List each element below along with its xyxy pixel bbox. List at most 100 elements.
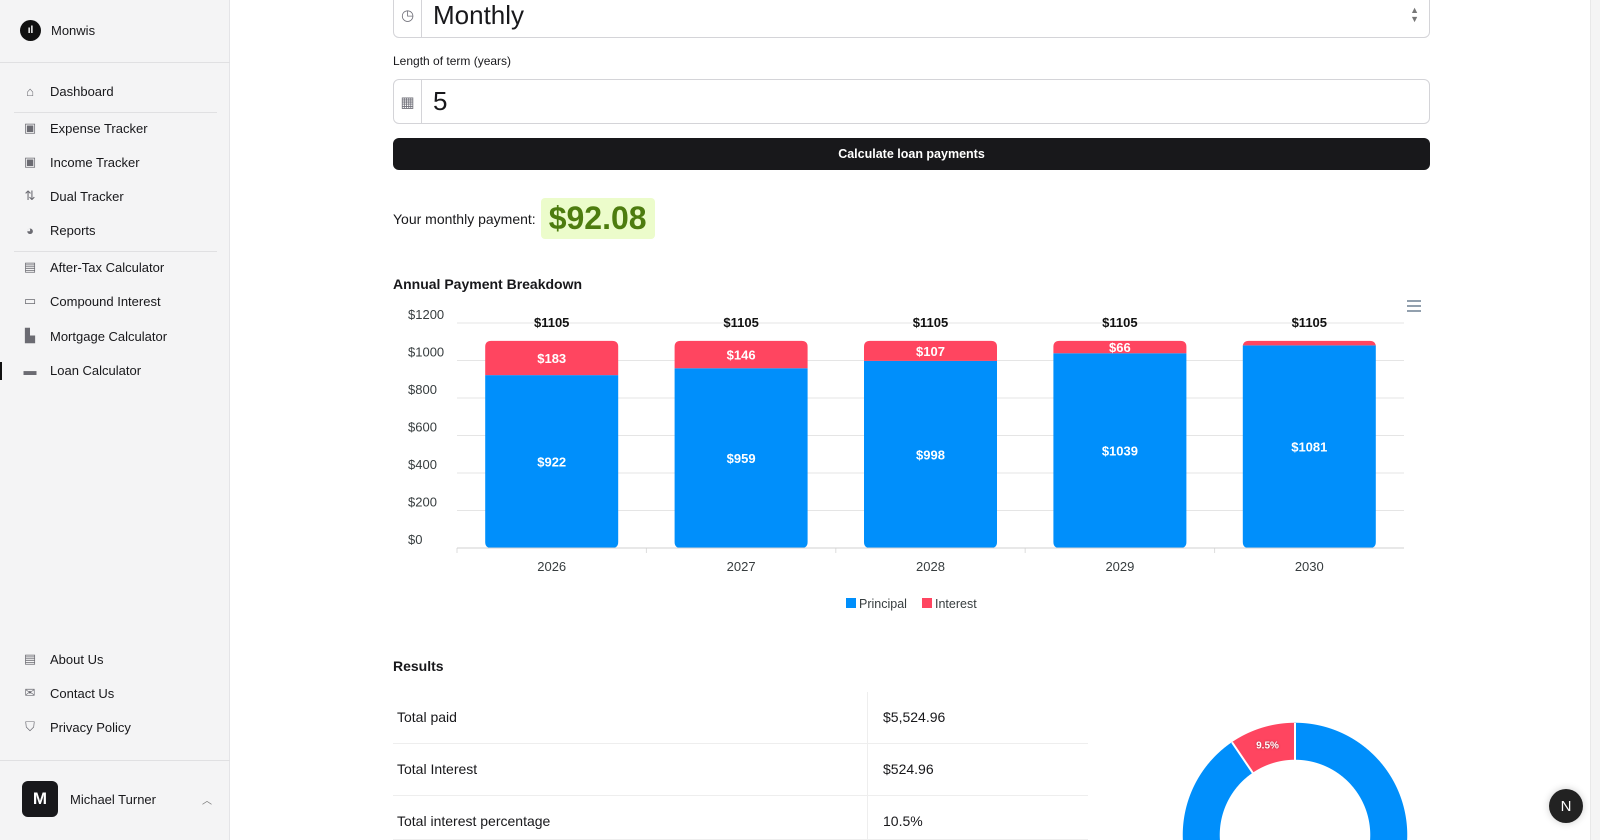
sidebar-item-income-tracker[interactable]: ▣ Income Tracker bbox=[22, 154, 140, 170]
term-label: Length of term (years) bbox=[393, 54, 512, 68]
sidebar-item-expense-tracker[interactable]: ▣ Expense Tracker bbox=[22, 120, 148, 136]
sidebar-item-label: After-Tax Calculator bbox=[50, 259, 165, 275]
sidebar-item-dual-tracker[interactable]: ⇅ Dual Tracker bbox=[22, 188, 124, 204]
calendar-icon: ▦ bbox=[394, 80, 422, 123]
sidebar-item-label: Expense Tracker bbox=[50, 120, 148, 136]
avatar: M bbox=[22, 781, 58, 817]
x-tick-label: 2029 bbox=[1105, 559, 1134, 574]
sidebar-item-reports[interactable]: ◕ Reports bbox=[22, 222, 96, 238]
divider bbox=[0, 760, 230, 761]
result-value: $524.96 bbox=[883, 761, 934, 777]
legend-swatch bbox=[922, 598, 932, 608]
clock-icon: ◷ bbox=[394, 0, 422, 37]
bar-label-interest: $66 bbox=[1109, 340, 1131, 355]
y-tick-label: $600 bbox=[408, 420, 437, 435]
result-row: Total Interest $524.96 bbox=[393, 744, 1088, 796]
bar-chart: $0 $200 $400 $600 $800 $1000 $1200 $922 $183 $110… bbox=[408, 300, 1421, 611]
bar-label-principal: $1081 bbox=[1291, 440, 1327, 455]
logo-icon: ıl bbox=[20, 20, 41, 41]
sidebar-item-about-us[interactable]: ▤ About Us bbox=[22, 651, 104, 667]
mail-open-icon: ✉ bbox=[24, 685, 36, 700]
legend-swatch bbox=[846, 598, 856, 608]
shield-check-icon: ⛉ bbox=[25, 719, 35, 734]
sidebar-item-compound-interest[interactable]: ▭ Compound Interest bbox=[22, 293, 161, 309]
credit-card-icon: ▬ bbox=[23, 362, 37, 378]
home-icon: ⌂ bbox=[26, 83, 34, 99]
donut-separator bbox=[1294, 723, 1296, 760]
result-row: Total interest percentage 10.5% bbox=[393, 796, 1088, 840]
result-label: Total paid bbox=[397, 709, 457, 725]
brand[interactable]: ıl Monwis bbox=[20, 20, 95, 41]
divider bbox=[14, 251, 217, 252]
donut-slice-interest[interactable] bbox=[1170, 690, 1420, 840]
bar-label-interest: $183 bbox=[537, 351, 566, 366]
divider bbox=[0, 62, 230, 63]
column-divider bbox=[867, 692, 868, 840]
bar-interest[interactable] bbox=[1242, 340, 1376, 347]
sidebar-item-loan-calculator[interactable]: ▬ Loan Calculator bbox=[22, 362, 142, 378]
bar-principal[interactable] bbox=[674, 368, 808, 548]
sidebar-item-contact-us[interactable]: ✉ Contact Us bbox=[22, 685, 115, 701]
legend-label[interactable]: Interest bbox=[935, 597, 977, 611]
bar-total-label: $1105 bbox=[534, 315, 569, 330]
sidebar-item-privacy-policy[interactable]: ⛉ Privacy Policy bbox=[22, 719, 131, 735]
bar-label-interest: $146 bbox=[727, 348, 756, 363]
y-tick-label: $0 bbox=[408, 532, 422, 547]
divider bbox=[14, 112, 217, 113]
sidebar-item-dashboard[interactable]: ⌂ Dashboard bbox=[22, 83, 114, 99]
dev-tools-button[interactable]: N bbox=[1549, 789, 1583, 823]
bar-principal[interactable] bbox=[485, 375, 619, 548]
sidebar-item-mortgage-calculator[interactable]: ▙ Mortgage Calculator bbox=[22, 328, 167, 344]
bar-interest[interactable] bbox=[1053, 340, 1187, 354]
bar-label-interest: $107 bbox=[916, 344, 945, 359]
sidebar-item-after-tax-calculator[interactable]: ▤ After-Tax Calculator bbox=[22, 259, 164, 275]
result-label: Total Interest bbox=[397, 761, 478, 777]
donut-label: 9.5% bbox=[1256, 740, 1279, 752]
building-icon: ▙ bbox=[25, 328, 35, 343]
trend-board-icon: ▣ bbox=[23, 154, 37, 169]
sidebar-item-label: Privacy Policy bbox=[50, 719, 131, 735]
result-row: Total paid $5,524.96 bbox=[393, 692, 1088, 744]
x-tick-label: 2026 bbox=[537, 559, 566, 574]
calculator-icon: ▤ bbox=[23, 259, 37, 274]
sidebar-item-label: Income Tracker bbox=[50, 154, 140, 170]
bar-total-label: $1105 bbox=[913, 315, 948, 330]
user-menu[interactable]: M Michael Turner ︿ bbox=[22, 781, 212, 817]
bar-principal[interactable] bbox=[1053, 353, 1187, 548]
y-tick-label: $200 bbox=[408, 495, 437, 510]
active-indicator bbox=[0, 362, 2, 380]
sidebar-item-label: Dual Tracker bbox=[50, 188, 124, 204]
bar-interest[interactable] bbox=[864, 340, 997, 361]
money-icon: ▭ bbox=[23, 293, 37, 308]
bar-label-principal: $922 bbox=[537, 455, 566, 470]
y-tick-label: $800 bbox=[408, 382, 437, 397]
bar-total-label: $1105 bbox=[723, 315, 758, 330]
bar-label-principal: $1039 bbox=[1102, 444, 1138, 459]
legend-label[interactable]: Principal bbox=[859, 597, 907, 611]
pie-chart-icon: ◕ bbox=[26, 222, 34, 238]
bar-interest[interactable] bbox=[674, 340, 808, 369]
term-input[interactable]: ▦ 5 bbox=[393, 79, 1430, 124]
sidebar: ıl Monwis ⌂ Dashboard ▣ Expense Tracker ▣ Inco… bbox=[0, 0, 230, 840]
frequency-select[interactable]: ◷ Monthly ▲ ▼ bbox=[393, 0, 1430, 38]
select-arrows-icon: ▲ ▼ bbox=[1410, 5, 1419, 24]
app-name: Monwis bbox=[51, 23, 96, 38]
bar-interest[interactable] bbox=[485, 340, 619, 376]
arrows-up-down-icon: ⇅ bbox=[24, 188, 36, 203]
y-tick-label: $400 bbox=[408, 457, 437, 472]
id-card-icon: ▤ bbox=[23, 651, 37, 666]
sidebar-item-label: Reports bbox=[50, 222, 96, 238]
bar-principal[interactable] bbox=[1242, 345, 1376, 548]
chart-title: Annual Payment Breakdown bbox=[393, 276, 583, 292]
bar-label-principal: $998 bbox=[916, 447, 945, 462]
sidebar-item-label: Mortgage Calculator bbox=[50, 328, 168, 344]
bar-principal[interactable] bbox=[864, 360, 997, 548]
user-name: Michael Turner bbox=[70, 791, 156, 807]
calculate-button[interactable]: Calculate loan payments bbox=[393, 138, 1430, 170]
bar-total-label: $1105 bbox=[1292, 315, 1327, 330]
payment-label: Your monthly payment: bbox=[393, 210, 536, 227]
scrollbar[interactable] bbox=[1590, 0, 1600, 840]
y-tick-label: $1200 bbox=[408, 307, 444, 322]
bar-label-principal: $959 bbox=[727, 451, 756, 466]
chevron-up-icon: ︿ bbox=[202, 795, 212, 807]
